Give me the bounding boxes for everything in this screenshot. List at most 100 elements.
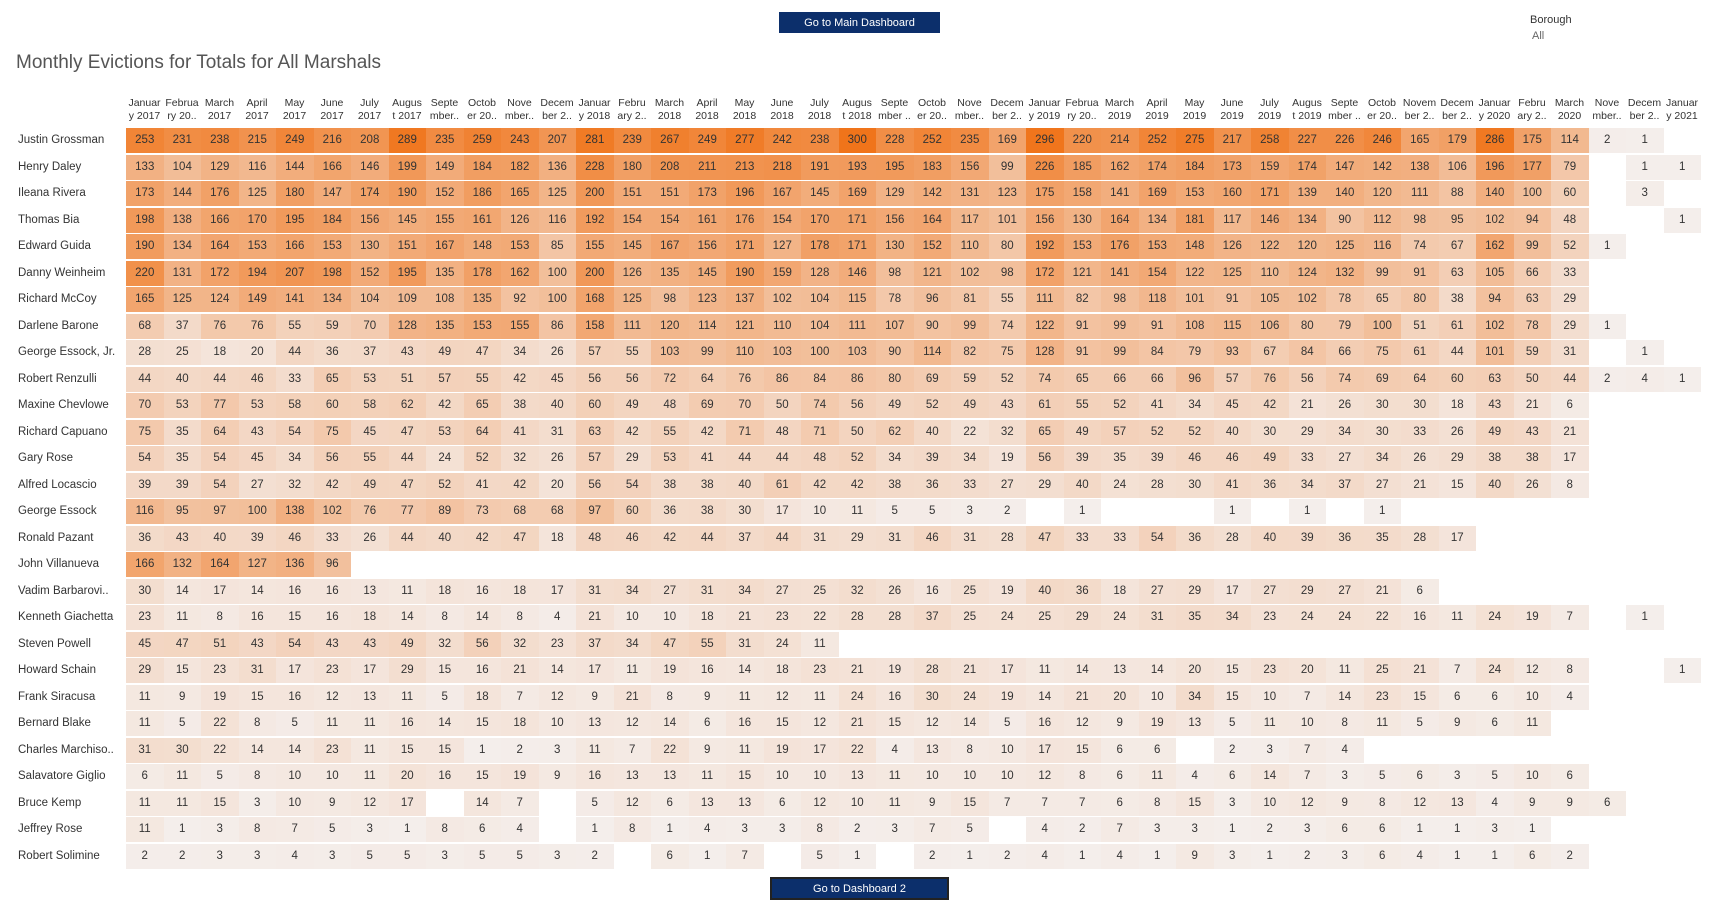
heatmap-cell[interactable]: 17	[351, 658, 389, 683]
heatmap-cell[interactable]: 11	[163, 764, 201, 789]
heatmap-cell[interactable]: 9	[1513, 790, 1551, 816]
heatmap-cell[interactable]: 23	[538, 631, 576, 657]
heatmap-cell[interactable]: 5	[876, 499, 914, 524]
heatmap-cell[interactable]: 121	[1063, 260, 1101, 286]
heatmap-cell[interactable]: 41	[688, 446, 726, 471]
heatmap-cell[interactable]: 19	[501, 764, 539, 789]
heatmap-cell[interactable]: 17	[201, 578, 239, 604]
heatmap-cell[interactable]: 17	[388, 790, 426, 816]
heatmap-cell[interactable]: 57	[1101, 419, 1139, 445]
heatmap-cell[interactable]: 34	[1213, 605, 1251, 630]
heatmap-cell[interactable]: 277	[726, 128, 764, 153]
heatmap-cell[interactable]: 25	[1363, 658, 1401, 683]
heatmap-cell[interactable]: 7	[276, 817, 314, 842]
heatmap-cell[interactable]: 3	[201, 817, 239, 842]
heatmap-cell[interactable]: 52	[988, 366, 1026, 392]
heatmap-cell[interactable]: 153	[1176, 181, 1214, 206]
heatmap-cell[interactable]: 7	[1438, 658, 1476, 683]
heatmap-cell[interactable]: 21	[576, 605, 614, 630]
heatmap-cell[interactable]: 215	[238, 128, 276, 153]
heatmap-cell[interactable]: 195	[276, 207, 314, 233]
heatmap-cell[interactable]: 96	[913, 287, 951, 312]
heatmap-cell[interactable]: 115	[1213, 313, 1251, 339]
heatmap-cell[interactable]: 96	[313, 552, 351, 577]
heatmap-cell[interactable]: 45	[126, 631, 164, 657]
heatmap-cell[interactable]: 29	[1288, 578, 1326, 604]
heatmap-cell[interactable]: 16	[276, 684, 314, 710]
heatmap-cell[interactable]: 5	[276, 711, 314, 736]
heatmap-cell[interactable]: 1	[388, 817, 426, 842]
heatmap-cell[interactable]: 4	[1476, 790, 1514, 816]
heatmap-cell[interactable]: 1	[1626, 154, 1664, 180]
heatmap-cell[interactable]: 76	[351, 499, 389, 524]
heatmap-cell[interactable]: 66	[1101, 366, 1139, 392]
heatmap-cell[interactable]: 14	[1326, 684, 1364, 710]
heatmap-cell[interactable]: 40	[726, 472, 764, 498]
heatmap-cell[interactable]: 108	[1176, 313, 1214, 339]
heatmap-cell[interactable]: 177	[1513, 154, 1551, 180]
heatmap-cell[interactable]: 167	[426, 234, 464, 259]
heatmap-cell[interactable]: 6	[1588, 790, 1626, 816]
heatmap-cell[interactable]: 6	[1101, 737, 1139, 763]
heatmap-cell[interactable]: 57	[426, 366, 464, 392]
heatmap-cell[interactable]: 34	[1176, 684, 1214, 710]
heatmap-cell[interactable]: 1	[1438, 817, 1476, 842]
heatmap-cell[interactable]: 15	[463, 764, 501, 789]
heatmap-cell[interactable]: 138	[1401, 154, 1439, 180]
heatmap-cell[interactable]: 135	[463, 287, 501, 312]
heatmap-cell[interactable]: 99	[1513, 234, 1551, 259]
heatmap-cell[interactable]: 124	[1288, 260, 1326, 286]
heatmap-cell[interactable]: 5	[463, 843, 501, 869]
heatmap-cell[interactable]: 54	[276, 419, 314, 445]
heatmap-cell[interactable]: 90	[913, 313, 951, 339]
heatmap-cell[interactable]: 31	[951, 525, 989, 551]
heatmap-cell[interactable]: 81	[951, 287, 989, 312]
heatmap-cell[interactable]: 24	[951, 684, 989, 710]
heatmap-cell[interactable]: 142	[913, 181, 951, 206]
heatmap-cell[interactable]: 15	[951, 790, 989, 816]
heatmap-cell[interactable]: 111	[1401, 181, 1439, 206]
heatmap-cell[interactable]: 33	[951, 472, 989, 498]
heatmap-cell[interactable]: 275	[1176, 128, 1214, 153]
heatmap-cell[interactable]: 45	[238, 446, 276, 471]
heatmap-cell[interactable]: 153	[1063, 234, 1101, 259]
heatmap-cell[interactable]: 138	[276, 499, 314, 524]
heatmap-cell[interactable]: 5	[913, 499, 951, 524]
heatmap-cell[interactable]: 6	[1551, 764, 1589, 789]
heatmap-cell[interactable]: 14	[463, 790, 501, 816]
heatmap-cell[interactable]: 8	[1138, 790, 1176, 816]
heatmap-cell[interactable]: 28	[126, 340, 164, 365]
heatmap-cell[interactable]: 121	[913, 260, 951, 286]
heatmap-cell[interactable]: 3	[1213, 843, 1251, 869]
heatmap-cell[interactable]: 13	[351, 684, 389, 710]
heatmap-cell[interactable]: 99	[951, 313, 989, 339]
heatmap-cell[interactable]: 235	[951, 128, 989, 153]
heatmap-cell[interactable]: 3	[238, 843, 276, 869]
heatmap-cell[interactable]: 60	[1438, 366, 1476, 392]
heatmap-cell[interactable]: 134	[163, 234, 201, 259]
heatmap-cell[interactable]: 17	[988, 658, 1026, 683]
heatmap-cell[interactable]: 38	[688, 472, 726, 498]
heatmap-cell[interactable]: 34	[726, 578, 764, 604]
heatmap-cell[interactable]: 58	[351, 393, 389, 418]
heatmap-cell[interactable]: 171	[838, 234, 876, 259]
heatmap-cell[interactable]: 3	[1476, 817, 1514, 842]
heatmap-cell[interactable]: 6	[1363, 843, 1401, 869]
heatmap-cell[interactable]: 207	[538, 128, 576, 153]
heatmap-cell[interactable]: 10	[1288, 711, 1326, 736]
heatmap-cell[interactable]: 47	[1026, 525, 1064, 551]
heatmap-cell[interactable]: 123	[688, 287, 726, 312]
heatmap-cell[interactable]: 249	[688, 128, 726, 153]
heatmap-cell[interactable]: 102	[313, 499, 351, 524]
heatmap-cell[interactable]: 15	[388, 737, 426, 763]
heatmap-cell[interactable]: 114	[1551, 128, 1589, 153]
heatmap-cell[interactable]: 28	[988, 525, 1026, 551]
heatmap-cell[interactable]: 52	[913, 393, 951, 418]
heatmap-cell[interactable]: 100	[1513, 181, 1551, 206]
heatmap-cell[interactable]: 2	[838, 817, 876, 842]
heatmap-cell[interactable]: 59	[951, 366, 989, 392]
heatmap-cell[interactable]: 45	[351, 419, 389, 445]
heatmap-cell[interactable]: 154	[651, 207, 689, 233]
heatmap-cell[interactable]: 5	[201, 764, 239, 789]
heatmap-cell[interactable]: 6	[1213, 764, 1251, 789]
